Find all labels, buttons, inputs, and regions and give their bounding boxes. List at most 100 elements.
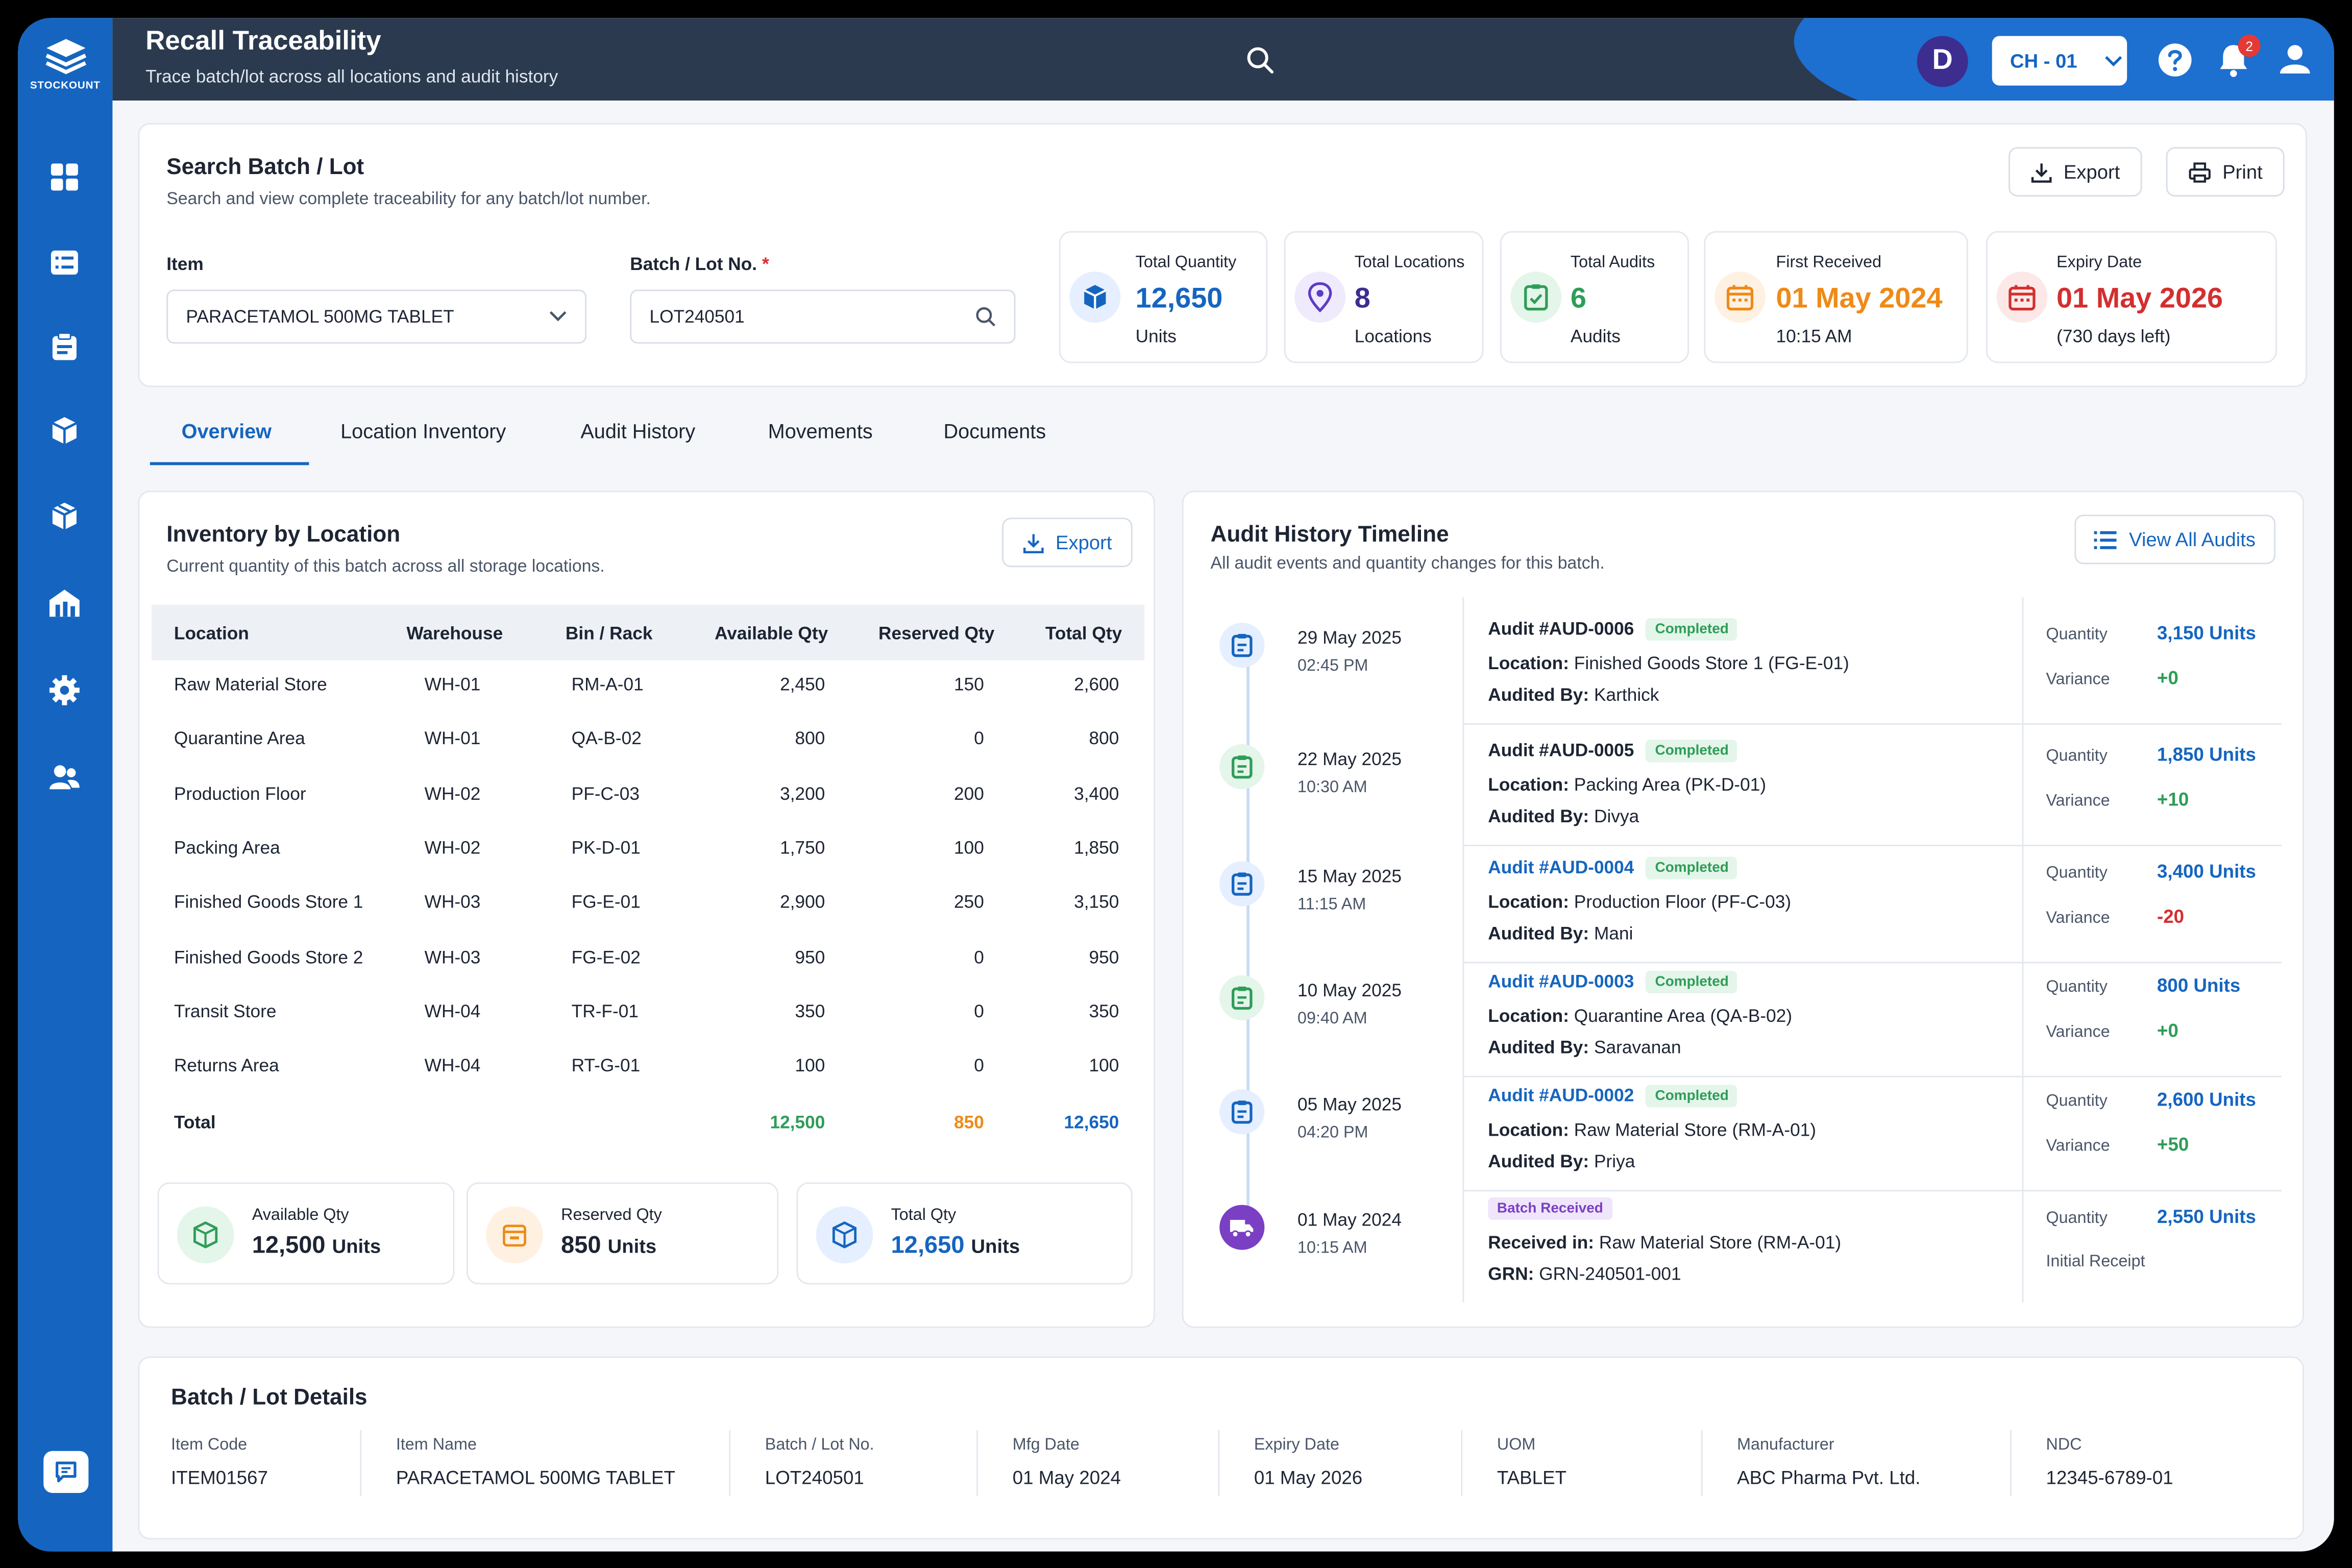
detail-value: PARACETAMOL 500MG TABLET	[396, 1467, 675, 1489]
row-divider	[1462, 723, 2282, 725]
table-cell: 200	[953, 782, 984, 804]
brand-logo[interactable]: STOCKOUNT	[18, 36, 112, 91]
nav-products[interactable]	[46, 498, 83, 534]
status-badge: Completed	[1646, 1085, 1738, 1108]
truck-icon	[1219, 1205, 1265, 1250]
field-divider	[976, 1430, 978, 1496]
location-value: Production Floor (PF-C-03)	[1574, 891, 1792, 913]
table-cell: WH-02	[424, 837, 481, 859]
nav-dashboard[interactable]	[46, 159, 83, 195]
export-button[interactable]: Export	[2008, 147, 2142, 197]
event-date: 01 May 2024	[1297, 1209, 1402, 1231]
detail-label: Batch / Lot No.	[765, 1436, 874, 1454]
detail-label: Mfg Date	[1012, 1436, 1080, 1454]
status-badge: Completed	[1646, 970, 1738, 994]
audited-prefix: Audited By:	[1488, 1037, 1589, 1058]
help-button[interactable]	[2157, 42, 2193, 85]
search-subtitle: Search and view complete traceability fo…	[166, 190, 651, 209]
tab-movements[interactable]: Movements	[768, 420, 873, 443]
event-location: Location: Packing Area (PK-D-01)	[1488, 774, 1766, 795]
event-date: 15 May 2025	[1297, 866, 1402, 887]
avatar[interactable]: D	[1917, 36, 1968, 87]
status-badge: Batch Received	[1488, 1197, 1612, 1220]
table-cell: WH-01	[424, 673, 481, 695]
item-select[interactable]: PARACETAMOL 500MG TABLET	[166, 289, 587, 344]
quantity-label: Quantity	[2046, 747, 2108, 766]
timeline-event[interactable]: 10 May 2025 09:40 AM Audit #AUD-0003 Comple…	[1211, 962, 2291, 1077]
detail-value: 12345-6789-01	[2046, 1467, 2173, 1489]
receipt-note: Initial Receipt	[2046, 1253, 2145, 1271]
auditor-name: Priya	[1594, 1150, 1635, 1172]
location-pin-icon	[1308, 282, 1332, 312]
inventory-export-button[interactable]: Export	[1002, 518, 1133, 568]
nav-list[interactable]	[46, 244, 83, 281]
quantity-value: 3,150 Units	[2157, 622, 2257, 644]
list-icon	[51, 250, 78, 275]
total-label: Total	[174, 1112, 216, 1133]
timeline-event[interactable]: 05 May 2025 04:20 PM Audit #AUD-0002 Comple…	[1211, 1076, 2291, 1192]
total-available: 12,500	[770, 1112, 825, 1133]
event-location: Location: Quarantine Area (QA-B-02)	[1488, 1006, 1792, 1026]
branch-selector[interactable]: CH - 01	[1992, 36, 2127, 86]
event-location: Location: Production Floor (PF-C-03)	[1488, 891, 1791, 912]
stat-total-locations: Total Locations 8 Locations	[1284, 231, 1484, 363]
location-prefix: Location:	[1488, 774, 1569, 796]
variance-label: Variance	[2046, 909, 2110, 927]
location-value: Quarantine Area (QA-B-02)	[1574, 1005, 1793, 1026]
table-cell: RT-G-01	[571, 1055, 641, 1076]
clipboard-icon	[1219, 975, 1265, 1020]
auditor-name: Karthick	[1594, 684, 1659, 705]
nav-warehouse[interactable]	[46, 585, 83, 621]
global-search-button[interactable]	[1245, 45, 1275, 82]
nav-inventory[interactable]	[46, 412, 83, 449]
event-time: 09:40 AM	[1297, 1010, 1367, 1028]
chat-button[interactable]	[43, 1451, 89, 1493]
timeline-event[interactable]: 29 May 2025 02:45 PM Audit #AUD-0006 Comple…	[1211, 609, 2291, 725]
event-title[interactable]: Audit #AUD-0002 Completed	[1488, 1085, 1738, 1108]
row-divider	[1462, 845, 2282, 846]
print-button[interactable]: Print	[2166, 147, 2285, 197]
search-icon[interactable]	[975, 306, 996, 327]
chat-icon	[56, 1461, 77, 1483]
field-divider	[360, 1430, 362, 1496]
event-title[interactable]: Audit #AUD-0003 Completed	[1488, 970, 1738, 994]
table-cell: TR-F-01	[571, 1000, 639, 1022]
event-title[interactable]: Audit #AUD-0004 Completed	[1488, 856, 1738, 879]
field-divider	[1461, 1430, 1463, 1496]
detail-label: UOM	[1497, 1436, 1536, 1454]
timeline-event[interactable]: 15 May 2025 11:15 AM Audit #AUD-0004 Comple…	[1211, 848, 2291, 964]
user-menu-button[interactable]	[2278, 42, 2312, 82]
total-quantity: 12,650	[1064, 1112, 1119, 1133]
table-cell: 800	[795, 728, 825, 749]
calendar-icon	[503, 1224, 526, 1247]
tab-documents[interactable]: Documents	[943, 420, 1046, 443]
view-all-audits-button[interactable]: View All Audits	[2074, 514, 2276, 565]
stat-total-audits: Total Audits 6 Audits	[1500, 231, 1689, 363]
tab-overview[interactable]: Overview	[181, 420, 272, 443]
users-icon	[49, 765, 80, 790]
table-cell: 2,600	[1074, 673, 1119, 695]
tab-audit-history[interactable]: Audit History	[580, 420, 696, 443]
nav-users[interactable]	[46, 759, 83, 795]
quantity-value: 800 Units	[2157, 975, 2241, 996]
table-cell: Raw Material Store	[174, 673, 327, 695]
event-time: 04:20 PM	[1297, 1123, 1368, 1142]
nav-audits[interactable]	[46, 329, 83, 365]
row-divider	[1462, 1075, 2282, 1077]
field-divider	[729, 1430, 731, 1496]
total-reserved: 850	[953, 1112, 984, 1133]
tab-location-inventory[interactable]: Location Inventory	[340, 420, 506, 443]
quantity-value: 1,850 Units	[2157, 744, 2257, 766]
details-title: Batch / Lot Details	[171, 1385, 368, 1411]
event-audited-by: Audited By: Mani	[1488, 923, 1633, 944]
batch-search-input[interactable]: LOT240501	[630, 289, 1016, 344]
table-cell: 3,150	[1074, 891, 1119, 913]
location-prefix: Location:	[1488, 652, 1569, 674]
timeline-event[interactable]: 22 May 2025 10:30 AM Audit #AUD-0005 Comple…	[1211, 731, 2291, 846]
chevron-down-icon	[549, 311, 567, 322]
app-window: STOCKOUNT Recall Tracea	[18, 18, 2334, 1552]
timeline-event[interactable]: 01 May 2024 10:15 AM Batch Received Receive…	[1211, 1191, 2291, 1303]
table-cell: WH-03	[424, 891, 481, 913]
event-title-text: Audit #AUD-0006	[1488, 618, 1634, 640]
nav-settings[interactable]	[46, 672, 83, 708]
